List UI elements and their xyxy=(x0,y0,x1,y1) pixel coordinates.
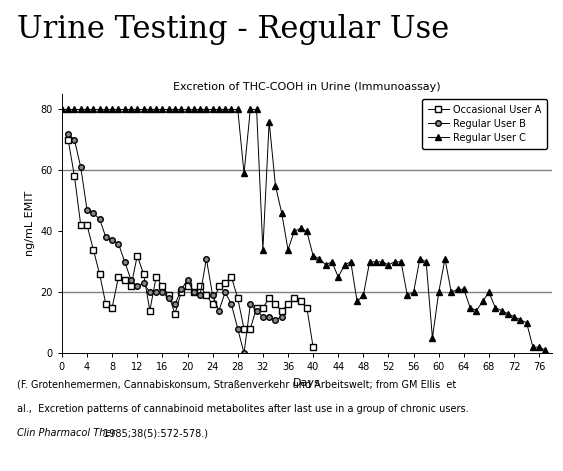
Y-axis label: ng/mL EMIT: ng/mL EMIT xyxy=(25,191,35,256)
Text: Urine Testing - Regular Use: Urine Testing - Regular Use xyxy=(17,14,449,45)
Text: al.,  Excretion patterns of cannabinoid metabolites after last use in a group of: al., Excretion patterns of cannabinoid m… xyxy=(17,404,468,414)
Text: 1985;38(5):572-578.): 1985;38(5):572-578.) xyxy=(100,428,208,438)
Legend: Occasional User A, Regular User B, Regular User C: Occasional User A, Regular User B, Regul… xyxy=(422,99,547,148)
Text: (F. Grotenhemermen, Cannabiskonsum, Straßenverkehr und Arbeitswelt; from GM Elli: (F. Grotenhemermen, Cannabiskonsum, Stra… xyxy=(17,379,456,389)
X-axis label: Days: Days xyxy=(293,378,321,388)
Text: Clin Pharmacol Ther: Clin Pharmacol Ther xyxy=(17,428,115,438)
Title: Excretion of THC-COOH in Urine (Immunoassay): Excretion of THC-COOH in Urine (Immunoas… xyxy=(173,82,441,92)
